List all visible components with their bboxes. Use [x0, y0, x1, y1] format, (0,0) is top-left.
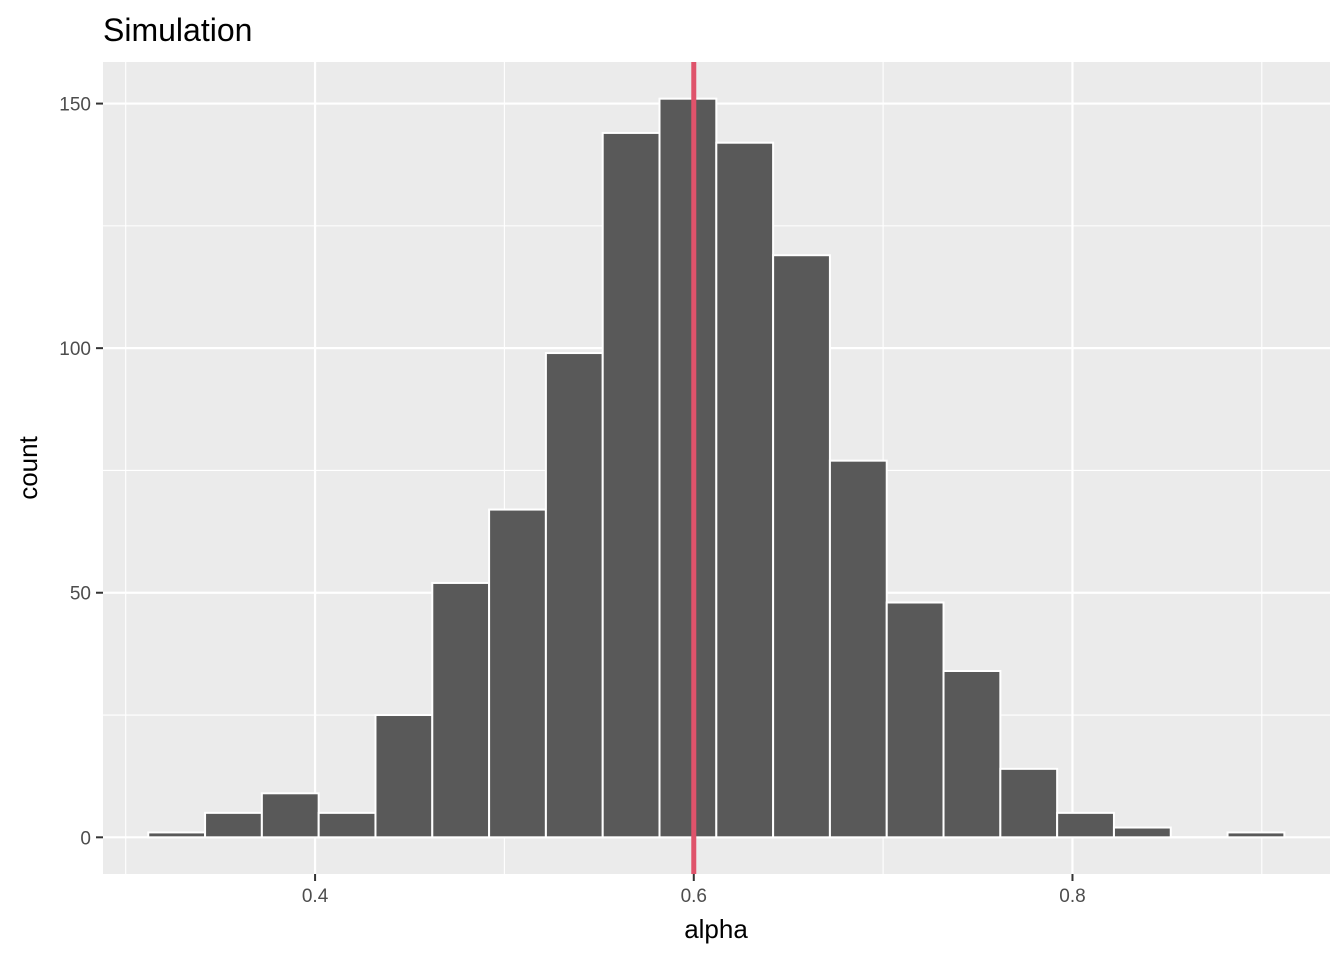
y-axis: 0 50 100 150 [59, 95, 103, 849]
histogram-bar [204, 811, 263, 839]
histogram-bar [431, 581, 491, 839]
x-tick-label: 0.6 [681, 886, 707, 907]
histogram-bar [1112, 826, 1172, 839]
y-tick-label: 100 [59, 339, 91, 360]
histogram-bar [658, 97, 718, 839]
histogram-bar [488, 508, 547, 839]
histogram-bar [147, 831, 207, 839]
histogram-bar [374, 714, 434, 839]
y-tick-label: 50 [70, 584, 91, 605]
x-tick-label: 0.8 [1059, 886, 1085, 907]
histogram-bar [1226, 831, 1286, 839]
histogram-bar [601, 131, 661, 839]
histogram-bar [772, 254, 831, 839]
histogram-bar [1056, 811, 1115, 839]
chart-title: Simulation [103, 12, 252, 48]
histogram-bar [885, 601, 945, 839]
y-tick-label: 0 [80, 828, 91, 849]
histogram-bar [544, 352, 604, 839]
x-tick-label: 0.4 [302, 886, 329, 907]
histogram-bar [260, 792, 320, 839]
histogram-bar [942, 670, 1002, 839]
y-tick-label: 150 [59, 95, 91, 116]
histogram-bar [828, 459, 888, 839]
histogram-bar [999, 767, 1059, 839]
x-axis-title: alpha [684, 914, 748, 944]
y-axis-title: count [13, 435, 43, 499]
histogram-bars [147, 97, 1286, 839]
x-axis: 0.4 0.6 0.8 [302, 874, 1086, 907]
histogram-bar [317, 811, 377, 839]
histogram-bar [715, 141, 775, 839]
